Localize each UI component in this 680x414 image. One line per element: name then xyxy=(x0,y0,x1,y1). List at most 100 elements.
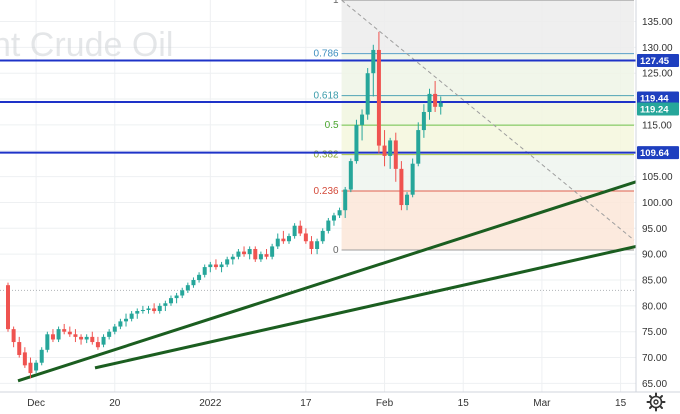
candle-body xyxy=(292,225,297,237)
price-badge-text: 119.24 xyxy=(640,104,669,115)
fib-level-label: 0.382 xyxy=(314,150,339,161)
price-tick-label: 135.00 xyxy=(642,17,673,28)
candle-body xyxy=(331,215,336,221)
candle-body xyxy=(287,236,291,242)
candle-body xyxy=(326,220,331,231)
candle-body xyxy=(39,349,44,363)
time-tick-label: Dec xyxy=(27,398,45,409)
candle-body xyxy=(62,329,67,332)
trend-line-lower xyxy=(94,244,637,370)
candle-body xyxy=(360,114,365,125)
candle-body xyxy=(135,311,140,314)
candle-body xyxy=(11,329,16,343)
candle-body xyxy=(112,326,117,332)
price-badge-text: 119.44 xyxy=(640,93,669,104)
price-tick-label: 65.00 xyxy=(642,379,667,390)
fib-level-label: 0 xyxy=(333,245,339,256)
fib-band xyxy=(341,0,634,54)
candle-body xyxy=(34,362,39,371)
candle-body xyxy=(309,241,314,249)
fib-level-label: 0.618 xyxy=(314,91,339,102)
candle-body xyxy=(281,238,286,242)
candle-body xyxy=(168,298,173,304)
candle-body xyxy=(50,334,55,340)
time-tick-label: 15 xyxy=(615,398,627,409)
fib-band xyxy=(341,191,634,251)
candle-body xyxy=(421,111,426,131)
price-tick-label: 100.00 xyxy=(642,198,673,209)
candle-body xyxy=(410,163,415,195)
candle-body xyxy=(152,308,157,312)
time-tick-label: 17 xyxy=(300,398,312,409)
gear-icon[interactable] xyxy=(646,392,666,412)
time-axis-ticks: Dec20202217Feb15Mar15Apr xyxy=(27,398,627,409)
price-tick-label: 130.00 xyxy=(642,43,673,54)
horizontal-levels xyxy=(0,59,636,154)
candle-body xyxy=(315,241,320,249)
candle-body xyxy=(180,290,185,296)
candle-body xyxy=(17,342,22,355)
candle-body xyxy=(28,362,33,374)
candle-body xyxy=(393,140,398,169)
candle-body xyxy=(124,318,129,322)
candle-body xyxy=(191,280,196,286)
candle-body xyxy=(270,246,275,257)
candle-body xyxy=(22,352,27,366)
price-tick-label: 115.00 xyxy=(642,120,672,131)
price-tick-label: 90.00 xyxy=(642,250,667,261)
candle-body xyxy=(416,130,421,164)
candle-body xyxy=(348,161,353,190)
candle-body xyxy=(427,93,432,112)
candle-body xyxy=(213,264,218,268)
candle-body xyxy=(219,264,224,268)
candle-body xyxy=(365,73,370,115)
candle-body xyxy=(146,308,151,310)
candle-body xyxy=(90,336,95,343)
candle-body xyxy=(129,313,134,319)
candle-body xyxy=(405,194,410,206)
candle-body xyxy=(371,49,376,74)
price-tick-label: 75.00 xyxy=(642,327,667,338)
time-tick-label: Mar xyxy=(533,398,551,409)
candle-body xyxy=(343,189,348,211)
candle-body xyxy=(242,251,247,255)
candle-body xyxy=(225,259,230,265)
candle-body xyxy=(438,102,443,107)
candle-body xyxy=(79,336,84,340)
candle-body xyxy=(303,233,308,242)
price-badge-text: 109.64 xyxy=(640,148,670,159)
fibonacci-trend-diagonal xyxy=(341,0,635,241)
candle-body xyxy=(382,145,387,156)
candle-body xyxy=(253,248,258,260)
price-tick-label: 70.00 xyxy=(642,353,667,364)
time-tick-label: 2022 xyxy=(199,398,222,409)
candle-body xyxy=(45,334,50,350)
candle-body xyxy=(140,309,145,312)
candle-body xyxy=(230,256,235,260)
price-badge xyxy=(637,146,679,160)
price-tick-label: 85.00 xyxy=(642,276,667,287)
candle-body xyxy=(247,248,252,255)
fib-level-label: 1 xyxy=(333,0,339,6)
price-tick-label: 105.00 xyxy=(642,172,673,183)
fib-level-label: 0.786 xyxy=(314,49,339,60)
candle-body xyxy=(95,342,100,348)
price-tick-label: 95.00 xyxy=(642,224,667,235)
candle-body xyxy=(298,225,303,234)
price-badge xyxy=(637,54,679,68)
candle-body xyxy=(275,238,280,247)
price-badge xyxy=(637,102,679,116)
candle-body xyxy=(174,295,179,299)
fib-band xyxy=(341,154,634,192)
candle-body xyxy=(264,254,269,257)
candle-body xyxy=(185,285,190,291)
time-tick-label: Feb xyxy=(376,398,394,409)
time-tick-label: 15 xyxy=(458,398,470,409)
price-tick-label: 125.00 xyxy=(642,69,673,80)
candlesticks xyxy=(6,31,443,379)
candle-body xyxy=(354,124,359,162)
candle-body xyxy=(320,230,325,242)
fibonacci-bands xyxy=(341,0,634,251)
